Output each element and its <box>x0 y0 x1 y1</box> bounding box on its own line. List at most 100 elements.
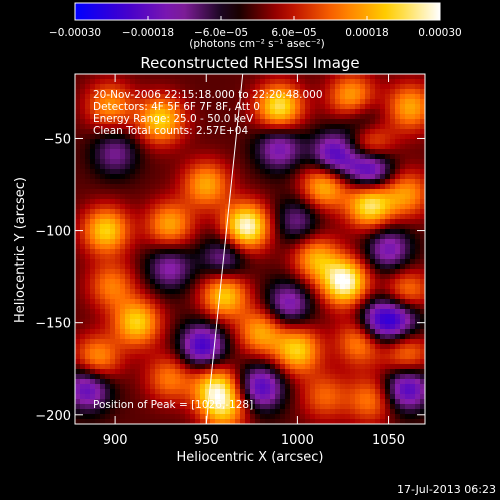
heatmap-cell <box>405 114 411 120</box>
heatmap-cell <box>365 369 371 375</box>
heatmap-cell <box>110 224 116 230</box>
heatmap-cell <box>360 264 366 270</box>
heatmap-cell <box>190 309 196 315</box>
heatmap-cell <box>420 309 425 315</box>
heatmap-cell <box>350 359 356 365</box>
heatmap-cell <box>195 139 201 145</box>
heatmap-cell <box>285 89 291 95</box>
heatmap-cell <box>100 204 106 210</box>
heatmap-cell <box>250 224 256 230</box>
heatmap-cell <box>75 214 81 220</box>
heatmap-cell <box>135 269 141 275</box>
heatmap-cell <box>365 99 371 105</box>
heatmap-cell <box>225 149 231 155</box>
heatmap-cell <box>205 274 211 280</box>
heatmap-cell <box>200 74 206 80</box>
heatmap-cell <box>175 314 181 320</box>
heatmap-cell <box>340 159 346 165</box>
heatmap-cell <box>235 374 241 380</box>
heatmap-cell <box>170 389 176 395</box>
heatmap-cell <box>255 99 261 105</box>
heatmap-cell <box>90 379 96 385</box>
heatmap-cell <box>160 164 166 170</box>
heatmap-cell <box>250 409 256 415</box>
heatmap-cell <box>140 124 146 130</box>
heatmap-cell <box>330 359 336 365</box>
heatmap-cell <box>100 169 106 175</box>
heatmap-cell <box>360 244 366 250</box>
heatmap-cell <box>305 264 311 270</box>
heatmap-cell <box>100 319 106 325</box>
heatmap-cell <box>125 329 131 335</box>
heatmap-cell <box>145 319 151 325</box>
heatmap-cell <box>75 74 81 80</box>
heatmap-cell <box>215 254 221 260</box>
heatmap-cell <box>120 414 126 420</box>
heatmap-cell <box>325 234 331 240</box>
heatmap-cell <box>185 129 191 135</box>
heatmap-cell <box>320 299 326 305</box>
heatmap-cell <box>115 354 121 360</box>
heatmap-cell <box>285 289 291 295</box>
heatmap-cell <box>240 234 246 240</box>
heatmap-cell <box>225 89 231 95</box>
heatmap-cell <box>180 294 186 300</box>
heatmap-cell <box>135 89 141 95</box>
heatmap-cell <box>155 219 161 225</box>
heatmap-cell <box>115 269 121 275</box>
heatmap-cell <box>355 394 361 400</box>
heatmap-cell <box>160 134 166 140</box>
heatmap-cell <box>335 169 341 175</box>
heatmap-cell <box>410 419 416 424</box>
heatmap-cell <box>175 124 181 130</box>
heatmap-cell <box>150 169 156 175</box>
heatmap-cell <box>135 99 141 105</box>
heatmap-cell <box>315 404 321 410</box>
heatmap-cell <box>255 264 261 270</box>
heatmap-cell <box>255 119 261 125</box>
heatmap-cell <box>245 329 251 335</box>
heatmap-cell <box>375 374 381 380</box>
heatmap-cell <box>335 394 341 400</box>
heatmap-cell <box>410 404 416 410</box>
heatmap-cell <box>115 194 121 200</box>
heatmap-cell <box>160 304 166 310</box>
heatmap-cell <box>300 259 306 265</box>
image-plot-area <box>75 74 425 424</box>
heatmap-cell <box>285 304 291 310</box>
heatmap-cell <box>220 394 226 400</box>
heatmap-cell <box>330 379 336 385</box>
heatmap-cell <box>255 244 261 250</box>
heatmap-cell <box>295 224 301 230</box>
heatmap-cell <box>320 404 326 410</box>
heatmap-cell <box>385 219 391 225</box>
heatmap-cell <box>380 334 386 340</box>
heatmap-cell <box>345 269 351 275</box>
heatmap-cell <box>200 239 206 245</box>
heatmap-cell <box>310 89 316 95</box>
heatmap-cell <box>365 294 371 300</box>
heatmap-cell <box>170 134 176 140</box>
heatmap-cell <box>145 289 151 295</box>
heatmap-cell <box>205 334 211 340</box>
heatmap-cell <box>110 419 116 424</box>
heatmap-cell <box>250 104 256 110</box>
heatmap-cell <box>325 269 331 275</box>
heatmap-cell <box>90 249 96 255</box>
heatmap-cell <box>260 129 266 135</box>
heatmap-cell <box>240 99 246 105</box>
heatmap-cell <box>115 299 121 305</box>
heatmap-cell <box>75 224 81 230</box>
heatmap-cell <box>230 129 236 135</box>
heatmap-cell <box>200 129 206 135</box>
heatmap-cell <box>255 234 261 240</box>
heatmap-cell <box>300 359 306 365</box>
heatmap-cell <box>350 419 356 424</box>
heatmap-cell <box>110 199 116 205</box>
heatmap-cell <box>335 74 341 80</box>
heatmap-cell <box>230 179 236 185</box>
heatmap-cell <box>120 379 126 385</box>
heatmap-cell <box>370 214 376 220</box>
heatmap-cell <box>315 224 321 230</box>
heatmap-cell <box>310 109 316 115</box>
